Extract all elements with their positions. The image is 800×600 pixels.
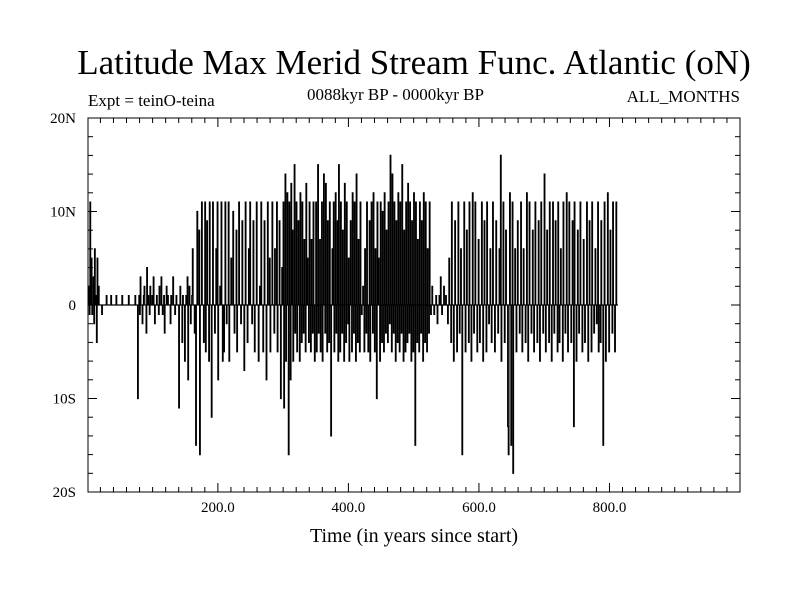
- series-layer: [88, 154, 618, 474]
- x-tick-label: 600.0: [462, 500, 496, 516]
- y-tick-label: 20N: [50, 111, 76, 127]
- chart-title: Latitude Max Merid Stream Func. Atlantic…: [77, 43, 751, 82]
- x-axis: 200.0 400.0 600.0 800.0: [99, 118, 728, 516]
- x-axis-label: Time (in years since start): [310, 525, 518, 547]
- y-axis: 20N 10N 0 10S 20S: [50, 111, 740, 501]
- time-range-label: 0088kyr BP - 0000kyr BP: [307, 85, 484, 104]
- y-tick-label: 20S: [53, 485, 76, 501]
- x-tick-label: 800.0: [593, 500, 627, 516]
- months-label: ALL_MONTHS: [626, 87, 740, 106]
- y-tick-label: 0: [69, 298, 77, 314]
- y-tick-label: 10S: [53, 392, 76, 408]
- x-tick-label: 400.0: [332, 500, 366, 516]
- y-tick-label: 10N: [50, 205, 76, 221]
- series-line-0: [88, 154, 618, 474]
- x-tick-label: 200.0: [201, 500, 235, 516]
- experiment-label: Expt = teinO-teina: [88, 91, 215, 110]
